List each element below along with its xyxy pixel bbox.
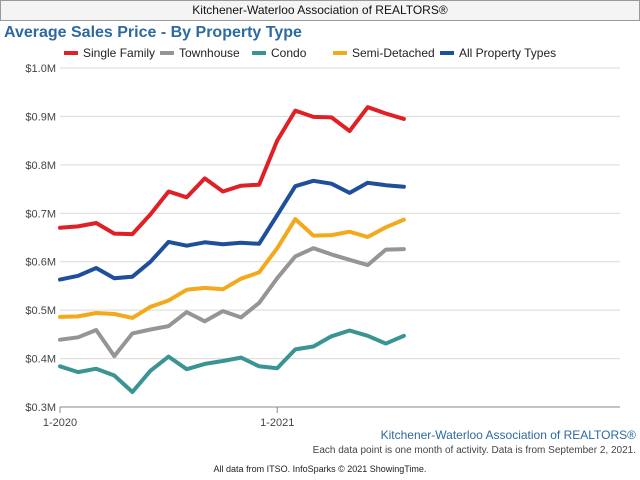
y-tick-label: $0.7M [25,208,56,220]
y-tick-label: $0.3M [25,402,56,414]
series-line-all-property-types [58,178,406,282]
y-tick-label: $0.5M [25,305,56,317]
series-line-townhouse [58,246,406,359]
watermark-text: Kitchener-Waterloo Association of REALTO… [380,428,636,442]
series-line-single-family [58,105,406,237]
report-header: Kitchener-Waterloo Association of REALTO… [0,0,640,21]
data-note: Each data point is one month of activity… [312,445,636,456]
chart-legend: Single Family Townhouse Condo Semi-Detached… [64,46,556,60]
legend-label: Semi-Detached [352,46,435,60]
series-line-condo [58,328,406,394]
x-tick-label: 1-2021 [260,417,294,429]
legend-label: Condo [271,46,307,60]
y-tick-label: $0.8M [25,160,56,172]
y-tick-label: $1.0M [25,63,56,75]
y-tick-label: $0.6M [25,257,56,269]
chart-title: Average Sales Price - By Property Type [4,24,302,41]
y-tick-label: $0.9M [25,111,56,123]
legend-label: All Property Types [459,46,556,60]
y-tick-label: $0.4M [25,354,56,366]
chart-axes: $0.3M $0.4M $0.5M $0.6M $0.7M $0.8M $0.9M $1.0M… [25,63,620,429]
legend-label: Townhouse [179,46,240,60]
chart-series [58,105,406,394]
chart-grid [60,67,620,408]
legend-label: Single Family [83,46,155,60]
series-line-semi-detached [58,217,406,320]
footer-credit: All data from ITSO. InfoSparks © 2021 Sh… [213,464,427,474]
x-tick-label: 1-2020 [43,417,77,429]
